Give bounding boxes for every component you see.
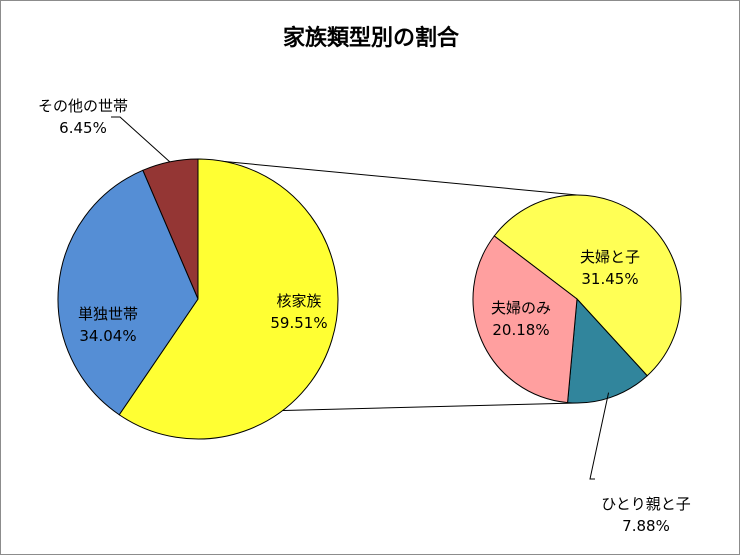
sub-slice-夫婦と子-label: 夫婦と子 — [580, 248, 640, 266]
sub-slice-ひとり親と子-percent: 7.88% — [622, 517, 670, 535]
chart-title: 家族類型別の割合 — [283, 25, 460, 51]
slice-核家族-label: 核家族 — [276, 292, 321, 310]
slice-単独世帯-label: 単独世帯 — [78, 305, 138, 323]
main-slice-単独世帯 — [57, 169, 199, 416]
sub-slice-夫婦と子 — [493, 194, 682, 377]
sub-slice-夫婦のみ — [472, 235, 578, 404]
main-slice-核家族 — [118, 158, 339, 440]
slice-その他の世帯-label: その他の世帯 — [38, 97, 128, 115]
slice-核家族-percent: 59.51% — [270, 314, 327, 332]
leader-line-その他の世帯 — [111, 116, 171, 163]
slice-その他の世帯-percent: 6.45% — [59, 119, 107, 137]
sub-slice-夫婦のみ-percent: 20.18% — [492, 321, 549, 339]
leader-line-ひとり親と子 — [589, 392, 610, 480]
sub-slice-ひとり親と子-label: ひとり親と子 — [601, 495, 691, 513]
sub-slice-夫婦と子-percent: 31.45% — [581, 270, 638, 288]
sub-slice-ひとり親と子 — [567, 297, 648, 404]
slice-単独世帯-percent: 34.04% — [79, 327, 136, 345]
sub-slice-夫婦のみ-label: 夫婦のみ — [491, 299, 551, 317]
connector-line-top — [197, 158, 578, 196]
